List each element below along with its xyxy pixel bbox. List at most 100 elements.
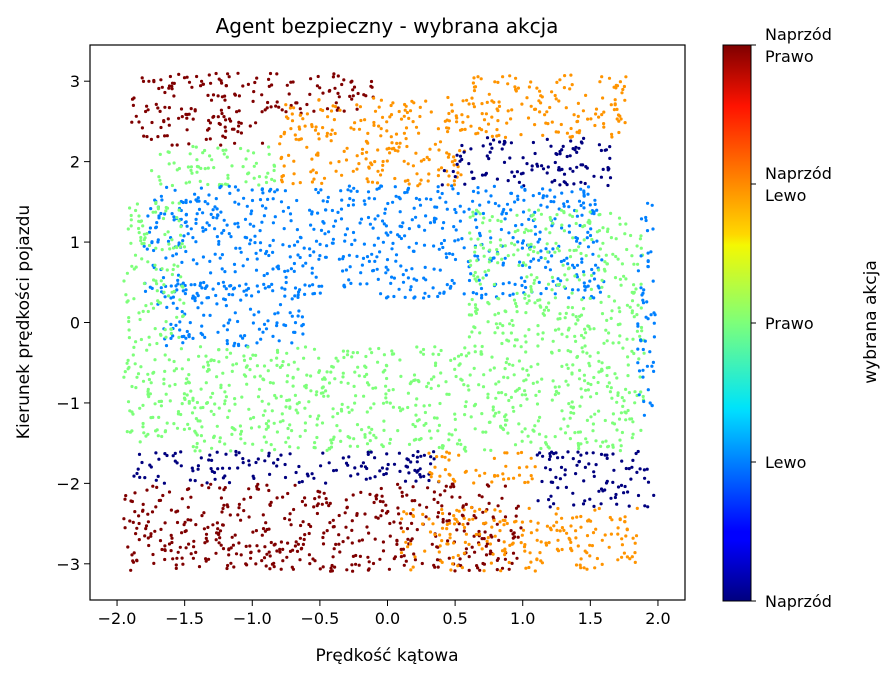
scatter-point: [194, 217, 198, 221]
scatter-point: [541, 312, 545, 316]
scatter-point: [452, 179, 456, 183]
scatter-point: [137, 521, 141, 526]
scatter-point: [153, 263, 157, 267]
scatter-point: [195, 74, 199, 79]
scatter-point: [130, 553, 134, 557]
scatter-point: [220, 231, 224, 235]
scatter-point: [489, 561, 493, 565]
scatter-point: [298, 558, 302, 562]
scatter-point: [211, 215, 215, 220]
scatter-point: [516, 451, 520, 455]
scatter-point: [450, 278, 454, 283]
scatter-point: [575, 214, 580, 218]
scatter-point: [268, 503, 272, 507]
scatter-point: [362, 242, 366, 246]
scatter-point: [225, 503, 229, 507]
scatter-point: [298, 255, 302, 260]
scatter-point: [346, 463, 350, 467]
scatter-point: [213, 205, 217, 209]
scatter-point: [404, 137, 408, 141]
scatter-point: [604, 439, 608, 443]
scatter-point: [573, 148, 577, 152]
scatter-point: [396, 149, 400, 153]
scatter-point: [463, 127, 467, 131]
scatter-point: [220, 267, 224, 271]
scatter-point: [599, 148, 604, 153]
scatter-point: [417, 380, 421, 384]
scatter-point: [574, 563, 579, 567]
scatter-point: [198, 345, 203, 349]
scatter-point: [609, 532, 614, 536]
scatter-point: [501, 282, 505, 286]
scatter-point: [287, 518, 292, 522]
scatter-point: [386, 268, 390, 272]
scatter-point: [609, 496, 613, 500]
scatter-point: [381, 163, 385, 167]
scatter-point: [516, 197, 520, 202]
scatter-point: [429, 475, 433, 479]
scatter-point: [592, 271, 596, 275]
scatter-point: [633, 551, 637, 555]
scatter-point: [317, 495, 321, 499]
scatter-point: [162, 290, 166, 294]
scatter-point: [198, 449, 202, 453]
scatter-point: [427, 517, 431, 521]
scatter-point: [175, 288, 179, 292]
scatter-point: [509, 191, 514, 195]
scatter-point: [450, 184, 454, 188]
scatter-point: [570, 214, 575, 219]
scatter-point: [452, 183, 456, 187]
scatter-point: [427, 294, 431, 298]
scatter-point: [381, 540, 385, 544]
scatter-point: [180, 310, 184, 314]
scatter-point: [636, 262, 640, 266]
scatter-point: [579, 453, 583, 457]
scatter-point: [399, 526, 403, 530]
scatter-point: [618, 334, 622, 338]
scatter-point: [428, 470, 432, 475]
scatter-point: [367, 166, 371, 170]
scatter-point: [242, 509, 246, 513]
scatter-point: [267, 84, 271, 88]
scatter-point: [573, 334, 577, 338]
scatter-point: [523, 296, 527, 300]
scatter-point: [337, 257, 341, 261]
scatter-point: [489, 533, 493, 538]
scatter-point: [308, 414, 312, 418]
scatter-point: [261, 377, 265, 381]
scatter-point: [537, 280, 541, 284]
scatter-point: [483, 448, 487, 452]
scatter-point: [586, 519, 590, 523]
scatter-point: [412, 296, 416, 300]
scatter-point: [526, 480, 530, 484]
scatter-point: [295, 228, 299, 232]
scatter-point: [308, 253, 312, 258]
scatter-point: [544, 305, 549, 309]
scatter-point: [472, 366, 476, 370]
scatter-point: [134, 265, 138, 269]
scatter-point: [450, 160, 454, 164]
scatter-point: [129, 218, 133, 222]
scatter-point: [320, 386, 324, 390]
scatter-point: [510, 241, 514, 245]
scatter-point: [138, 406, 142, 410]
scatter-point: [229, 561, 233, 565]
scatter-point: [368, 347, 372, 351]
scatter-point: [553, 195, 557, 199]
scatter-point: [582, 224, 587, 228]
scatter-point: [209, 482, 213, 486]
scatter-point: [183, 520, 187, 524]
scatter-point: [482, 216, 486, 220]
scatter-point: [225, 348, 229, 352]
scatter-point: [293, 133, 297, 137]
scatter-point: [266, 319, 270, 323]
scatter-point: [643, 476, 647, 480]
scatter-point: [231, 287, 235, 291]
scatter-point: [503, 256, 507, 260]
scatter-point: [618, 114, 622, 118]
scatter-point: [541, 187, 545, 191]
scatter-point: [195, 262, 199, 266]
scatter-point: [485, 136, 490, 140]
scatter-point: [280, 180, 284, 184]
scatter-point: [507, 567, 511, 571]
